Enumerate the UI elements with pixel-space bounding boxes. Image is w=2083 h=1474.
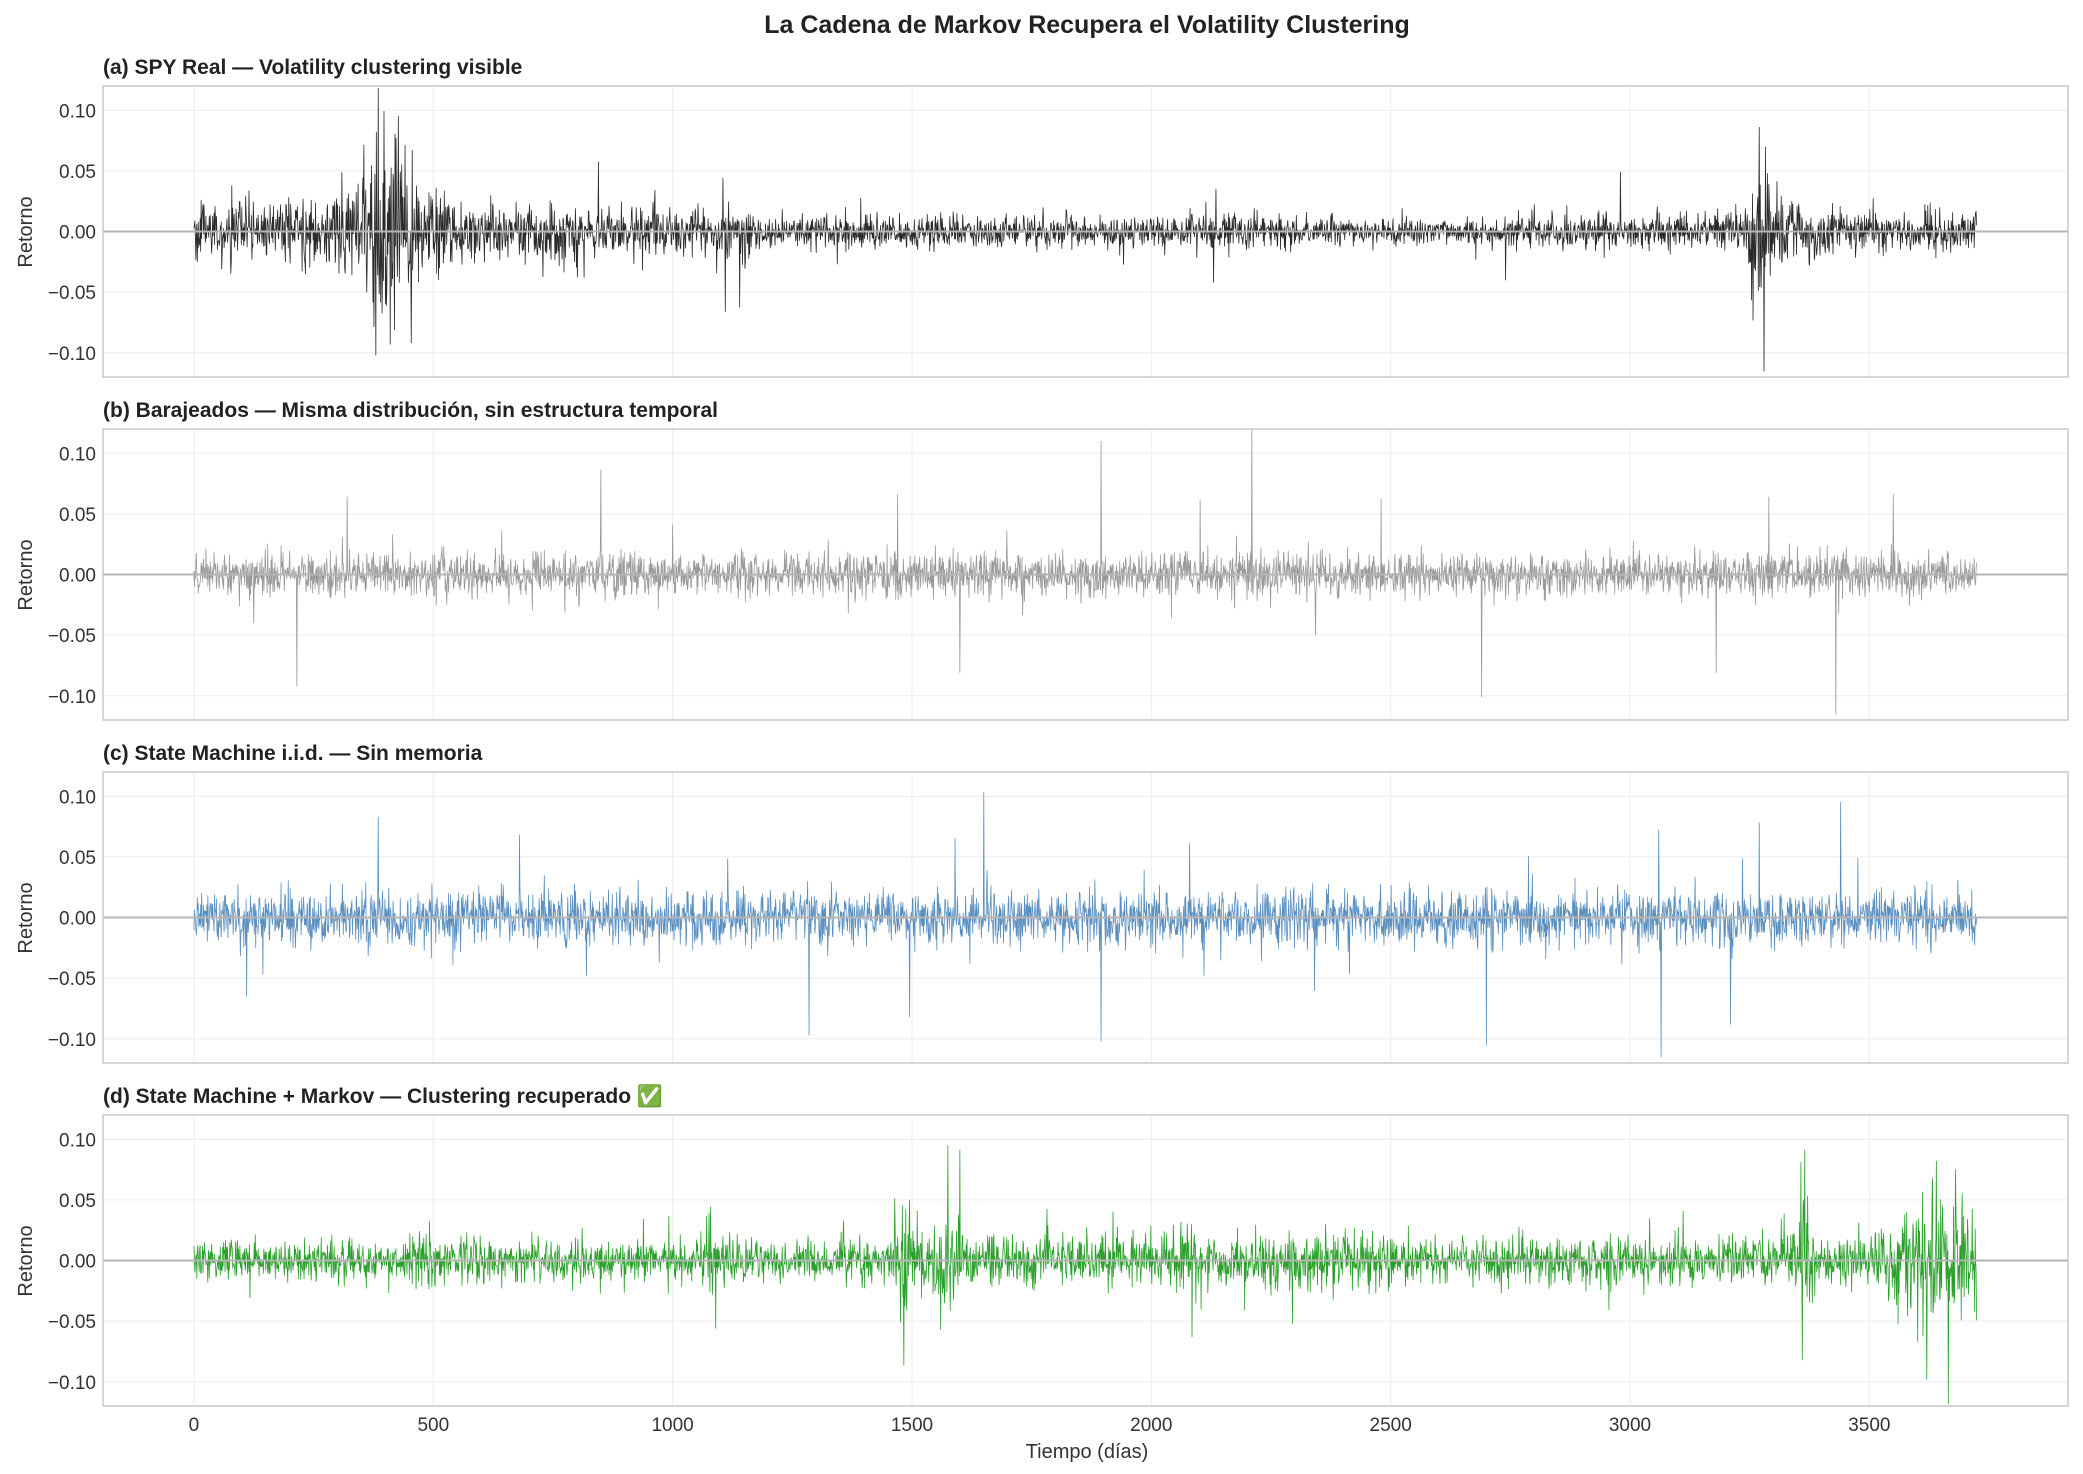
plot-frame xyxy=(102,1114,2069,1407)
y-tick-label: 0.05 xyxy=(59,162,96,183)
series-line-spy-real xyxy=(193,88,1977,372)
panel-markov: (d) State Machine + Markov — Clustering … xyxy=(15,1083,2069,1407)
y-tick-label: 0.05 xyxy=(59,1191,96,1212)
x-tick-label: 2500 xyxy=(1370,1415,1412,1436)
y-tick-label: 0.10 xyxy=(59,101,96,122)
x-axis-ticks: 0 500 1000 1500 2000 2500 3000 3500 xyxy=(189,1415,1891,1436)
panel-title-spy-real: (a) SPY Real — Volatility clustering vis… xyxy=(103,56,522,79)
y-tick-label: 0.05 xyxy=(59,848,96,869)
series-line-iid xyxy=(193,792,1977,1058)
y-axis-label-barajeados: Retorno xyxy=(15,539,37,610)
panel-title-iid: (c) State Machine i.i.d. — Sin memoria xyxy=(103,742,483,765)
plot-frame xyxy=(102,771,2069,1064)
x-tick-label: 1500 xyxy=(891,1415,933,1436)
panel-title-markov: (d) State Machine + Markov — Clustering … xyxy=(103,1083,663,1108)
x-tick-label: 3500 xyxy=(1848,1415,1890,1436)
x-tick-label: 2000 xyxy=(1130,1415,1172,1436)
y-tick-label: 0.00 xyxy=(59,223,96,244)
plot-area-spy-real: 0.10 0.05 0.00 −0.05 −0.10 xyxy=(48,85,2069,378)
y-axis-label-spy-real: Retorno xyxy=(15,196,37,267)
y-tick-label: −0.10 xyxy=(48,687,96,708)
y-tick-label: −0.05 xyxy=(48,969,96,990)
y-tick-label: 0.00 xyxy=(59,566,96,587)
y-axis-label-markov: Retorno xyxy=(15,1225,37,1296)
plot-frame xyxy=(102,85,2069,378)
y-tick-label: −0.10 xyxy=(48,344,96,365)
figure-title: La Cadena de Markov Recupera el Volatili… xyxy=(764,11,1410,39)
panel-spy-real: (a) SPY Real — Volatility clustering vis… xyxy=(15,56,2069,378)
y-tick-label: −0.05 xyxy=(48,1312,96,1333)
y-tick-label: 0.05 xyxy=(59,505,96,526)
y-tick-label: 0.10 xyxy=(59,444,96,465)
plot-frame xyxy=(102,428,2069,721)
series-line-barajeados xyxy=(193,429,1977,715)
series-line-markov xyxy=(193,1145,1977,1404)
panel-title-barajeados: (b) Barajeados — Misma distribución, sin… xyxy=(103,399,718,422)
x-tick-label: 3000 xyxy=(1609,1415,1651,1436)
y-tick-label: 0.10 xyxy=(59,1130,96,1151)
x-axis-label: Tiempo (días) xyxy=(1026,1441,1149,1463)
plot-area-barajeados: 0.10 0.05 0.00 −0.05 −0.10 xyxy=(48,428,2069,721)
y-tick-label: −0.05 xyxy=(48,283,96,304)
x-tick-label: 0 xyxy=(189,1415,200,1436)
plot-area-iid: 0.10 0.05 0.00 −0.05 −0.10 xyxy=(48,771,2069,1064)
x-tick-label: 500 xyxy=(417,1415,449,1436)
panel-iid: (c) State Machine i.i.d. — Sin memoria 0… xyxy=(15,742,2069,1064)
y-tick-label: −0.10 xyxy=(48,1030,96,1051)
y-axis-label-iid: Retorno xyxy=(15,882,37,953)
x-tick-label: 1000 xyxy=(651,1415,693,1436)
y-tick-label: −0.05 xyxy=(48,626,96,647)
y-tick-label: −0.10 xyxy=(48,1373,96,1394)
plot-area-markov: 0.10 0.05 0.00 −0.05 −0.10 xyxy=(48,1114,2069,1407)
y-tick-label: 0.10 xyxy=(59,787,96,808)
y-tick-label: 0.00 xyxy=(59,1252,96,1273)
panel-barajeados: (b) Barajeados — Misma distribución, sin… xyxy=(15,399,2069,721)
y-tick-label: 0.00 xyxy=(59,909,96,930)
